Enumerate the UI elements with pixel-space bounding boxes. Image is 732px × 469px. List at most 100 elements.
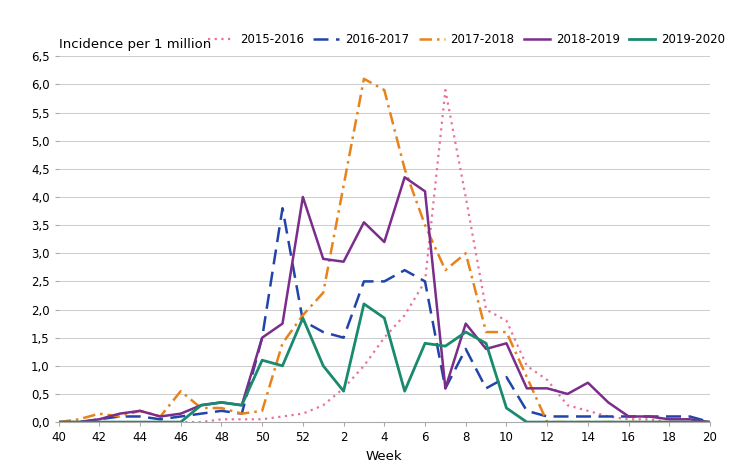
- 2019-2020: [380, 315, 389, 321]
- 2016-2017: [502, 374, 511, 380]
- 2016-2017: [685, 414, 694, 419]
- 2017-2018: [421, 222, 430, 228]
- 2015-2016: [624, 416, 633, 422]
- 2019-2020: [502, 405, 511, 411]
- 2017-2018: [380, 87, 389, 93]
- 2016-2017: [380, 279, 389, 284]
- Line: 2019-2020: 2019-2020: [59, 304, 710, 422]
- 2019-2020: [523, 419, 531, 425]
- 2016-2017: [237, 411, 246, 416]
- 2019-2020: [54, 419, 63, 425]
- 2019-2020: [665, 419, 673, 425]
- 2019-2020: [645, 419, 654, 425]
- 2016-2017: [156, 416, 165, 422]
- 2015-2016: [95, 419, 104, 425]
- 2017-2018: [217, 405, 226, 411]
- 2015-2016: [115, 419, 124, 425]
- 2018-2019: [95, 416, 104, 422]
- 2018-2019: [523, 386, 531, 391]
- 2017-2018: [441, 267, 449, 273]
- 2018-2019: [685, 416, 694, 422]
- 2018-2019: [604, 400, 613, 405]
- 2016-2017: [421, 279, 430, 284]
- 2017-2018: [706, 419, 714, 425]
- 2016-2017: [523, 408, 531, 414]
- 2017-2018: [543, 419, 552, 425]
- 2019-2020: [278, 363, 287, 369]
- 2018-2019: [624, 414, 633, 419]
- 2016-2017: [197, 411, 206, 416]
- 2018-2019: [400, 174, 409, 180]
- Line: 2016-2017: 2016-2017: [59, 208, 710, 422]
- 2017-2018: [54, 419, 63, 425]
- 2016-2017: [604, 414, 613, 419]
- 2018-2019: [278, 321, 287, 326]
- 2017-2018: [237, 411, 246, 416]
- 2015-2016: [135, 419, 144, 425]
- Line: 2015-2016: 2015-2016: [59, 90, 710, 422]
- 2019-2020: [685, 419, 694, 425]
- 2015-2016: [359, 363, 368, 369]
- 2015-2016: [583, 408, 592, 414]
- 2019-2020: [237, 402, 246, 408]
- 2015-2016: [645, 416, 654, 422]
- 2019-2020: [299, 315, 307, 321]
- 2015-2016: [706, 419, 714, 425]
- 2016-2017: [359, 279, 368, 284]
- 2017-2018: [400, 166, 409, 172]
- 2015-2016: [278, 414, 287, 419]
- 2019-2020: [339, 388, 348, 394]
- 2019-2020: [156, 419, 165, 425]
- 2016-2017: [645, 414, 654, 419]
- 2015-2016: [421, 279, 430, 284]
- 2019-2020: [176, 419, 185, 425]
- 2015-2016: [482, 307, 490, 312]
- 2015-2016: [156, 419, 165, 425]
- 2019-2020: [482, 340, 490, 346]
- 2016-2017: [95, 416, 104, 422]
- 2017-2018: [278, 340, 287, 346]
- 2019-2020: [197, 402, 206, 408]
- 2017-2018: [197, 405, 206, 411]
- 2015-2016: [543, 377, 552, 383]
- 2015-2016: [339, 386, 348, 391]
- 2016-2017: [176, 414, 185, 419]
- 2017-2018: [176, 388, 185, 394]
- 2015-2016: [237, 416, 246, 422]
- 2015-2016: [461, 194, 470, 200]
- 2015-2016: [75, 419, 83, 425]
- 2017-2018: [339, 183, 348, 189]
- 2018-2019: [706, 419, 714, 425]
- 2015-2016: [604, 414, 613, 419]
- 2018-2019: [502, 340, 511, 346]
- 2015-2016: [563, 402, 572, 408]
- 2018-2019: [665, 416, 673, 422]
- 2018-2019: [156, 414, 165, 419]
- 2019-2020: [95, 419, 104, 425]
- 2019-2020: [115, 419, 124, 425]
- 2019-2020: [217, 400, 226, 405]
- 2019-2020: [258, 357, 266, 363]
- 2018-2019: [319, 256, 328, 262]
- X-axis label: Week: Week: [366, 450, 403, 463]
- 2017-2018: [604, 419, 613, 425]
- 2018-2019: [461, 321, 470, 326]
- 2015-2016: [217, 416, 226, 422]
- 2016-2017: [217, 408, 226, 414]
- 2018-2019: [217, 400, 226, 405]
- 2019-2020: [604, 419, 613, 425]
- 2019-2020: [563, 419, 572, 425]
- 2018-2019: [135, 408, 144, 414]
- 2015-2016: [258, 416, 266, 422]
- Line: 2018-2019: 2018-2019: [59, 177, 710, 422]
- 2016-2017: [339, 335, 348, 340]
- 2018-2019: [176, 411, 185, 416]
- 2016-2017: [75, 419, 83, 425]
- 2019-2020: [359, 301, 368, 307]
- 2015-2016: [400, 312, 409, 318]
- 2018-2019: [645, 414, 654, 419]
- 2019-2020: [583, 419, 592, 425]
- 2019-2020: [75, 419, 83, 425]
- 2017-2018: [523, 374, 531, 380]
- 2017-2018: [583, 419, 592, 425]
